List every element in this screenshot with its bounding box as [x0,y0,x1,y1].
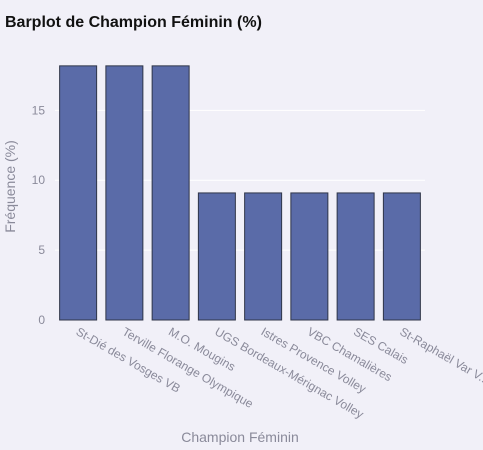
bar-6[interactable] [336,192,375,321]
bars-layer [59,65,421,321]
y-tick-label: 5 [38,243,45,257]
y-axis-title: Fréquence (%) [2,140,18,233]
chart-title: Barplot de Champion Féminin (%) [5,14,262,31]
bar-7[interactable] [382,192,421,321]
y-tick-label: 10 [32,173,46,187]
y-tick-label: 0 [38,313,45,327]
y-tick-label: 15 [32,103,46,117]
bar-0[interactable] [59,65,98,321]
bar-4[interactable] [244,192,283,321]
bar-2[interactable] [151,65,190,321]
bar-5[interactable] [290,192,329,321]
x-axis-title: Champion Féminin [181,429,299,445]
bar-3[interactable] [197,192,236,321]
bar-1[interactable] [105,65,144,321]
x-tick-label: St-Raphaël Var V... [397,324,483,387]
y-tick-labels: 0 5 10 15 [32,103,46,327]
